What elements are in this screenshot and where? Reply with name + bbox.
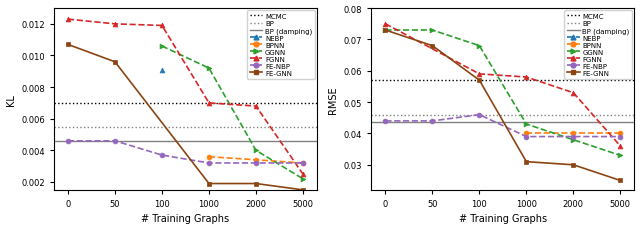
- FE-NBP: [64, 140, 72, 143]
- FGNN: [616, 145, 624, 148]
- FE-GNN: [476, 79, 483, 82]
- FE-NBP: [158, 154, 166, 157]
- FGNN: [64, 19, 72, 21]
- GGNN: [616, 154, 624, 157]
- FE-NBP: [570, 136, 577, 138]
- Line: FE-GNN: FE-GNN: [65, 43, 305, 192]
- FE-GNN: [205, 182, 213, 185]
- Legend: MCMC, BP, BP (damping), NEBP, BPNN, GGNN, FGNN, FE-NBP, FE-GNN: MCMC, BP, BP (damping), NEBP, BPNN, GGNN…: [564, 11, 632, 79]
- FGNN: [299, 173, 307, 176]
- FE-NBP: [111, 140, 119, 143]
- FE-NBP: [522, 136, 530, 138]
- Y-axis label: KL: KL: [6, 94, 15, 105]
- FE-GNN: [299, 189, 307, 191]
- FE-GNN: [381, 30, 389, 32]
- FE-GNN: [252, 182, 260, 185]
- FE-NBP: [429, 120, 436, 123]
- BPNN: [299, 162, 307, 165]
- Line: FGNN: FGNN: [383, 22, 623, 149]
- Line: FGNN: FGNN: [65, 18, 305, 177]
- FGNN: [158, 25, 166, 28]
- GGNN: [570, 139, 577, 142]
- GGNN: [522, 123, 530, 126]
- FE-GNN: [616, 179, 624, 182]
- GGNN: [252, 149, 260, 152]
- Line: BPNN: BPNN: [524, 131, 623, 136]
- FGNN: [522, 76, 530, 79]
- BPNN: [570, 133, 577, 135]
- Line: FE-GNN: FE-GNN: [383, 28, 623, 183]
- Legend: MCMC, BP, BP (damping), NEBP, BPNN, GGNN, FGNN, FE-NBP, FE-GNN: MCMC, BP, BP (damping), NEBP, BPNN, GGNN…: [247, 11, 315, 79]
- FE-NBP: [252, 162, 260, 165]
- GGNN: [205, 68, 213, 70]
- FGNN: [381, 23, 389, 26]
- GGNN: [429, 30, 436, 32]
- BPNN: [205, 155, 213, 158]
- FGNN: [205, 102, 213, 105]
- Y-axis label: RMSE: RMSE: [328, 86, 338, 113]
- FE-NBP: [381, 120, 389, 123]
- FGNN: [111, 23, 119, 26]
- Line: GGNN: GGNN: [383, 28, 623, 158]
- FE-GNN: [111, 61, 119, 64]
- Line: GGNN: GGNN: [159, 44, 305, 181]
- BPNN: [522, 133, 530, 135]
- FE-NBP: [299, 162, 307, 165]
- X-axis label: # Training Graphs: # Training Graphs: [141, 213, 230, 224]
- FE-NBP: [205, 162, 213, 165]
- GGNN: [381, 30, 389, 32]
- BPNN: [252, 159, 260, 161]
- X-axis label: # Training Graphs: # Training Graphs: [459, 213, 547, 224]
- FGNN: [570, 92, 577, 95]
- FE-GNN: [570, 164, 577, 166]
- FE-GNN: [64, 44, 72, 46]
- FE-NBP: [476, 114, 483, 117]
- GGNN: [299, 178, 307, 180]
- FGNN: [476, 73, 483, 76]
- GGNN: [158, 45, 166, 48]
- Line: FE-NBP: FE-NBP: [65, 139, 305, 166]
- FGNN: [252, 105, 260, 108]
- Line: FE-NBP: FE-NBP: [383, 113, 623, 139]
- BPNN: [616, 133, 624, 135]
- FE-NBP: [616, 136, 624, 138]
- FE-GNN: [522, 161, 530, 163]
- FE-GNN: [429, 45, 436, 48]
- GGNN: [476, 45, 483, 48]
- Line: BPNN: BPNN: [207, 155, 305, 166]
